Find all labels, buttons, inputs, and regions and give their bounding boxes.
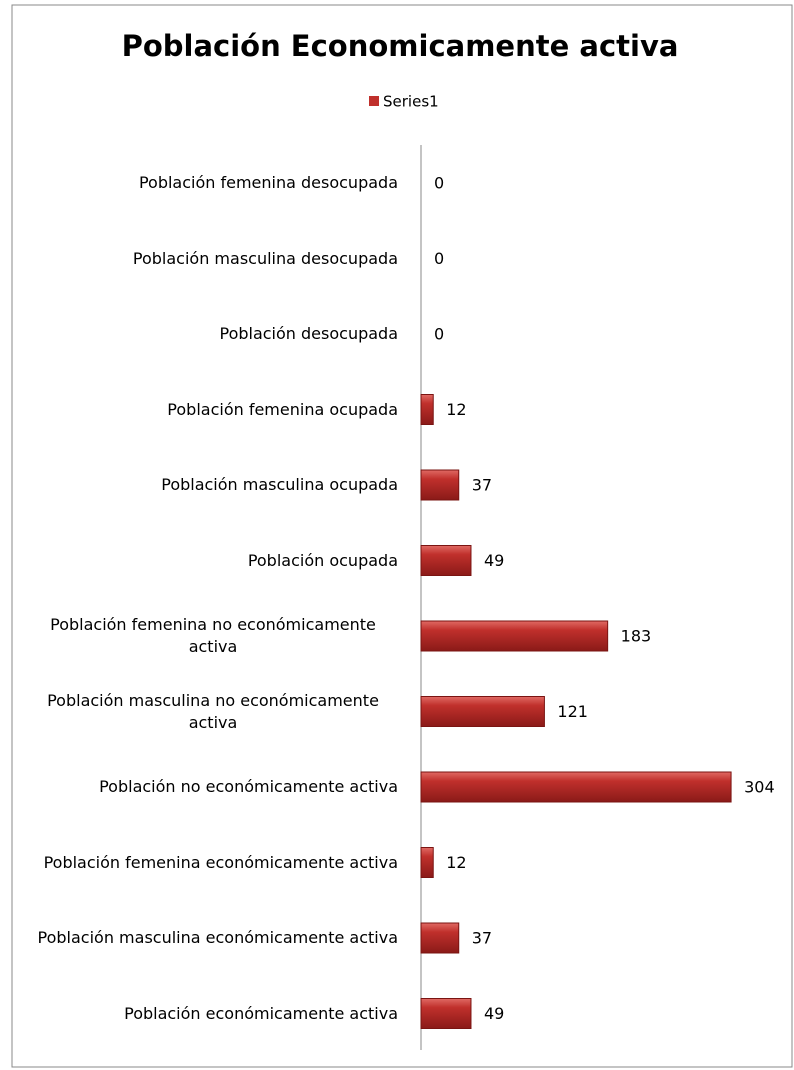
chart-title: Población Economicamente activa [122,29,679,63]
legend-label: Series1 [383,93,439,111]
category-text: Población masculina desocupada [132,248,398,268]
category-label: Población ocupada [28,550,398,572]
category-text: Población desocupada [219,324,398,343]
bar [420,545,472,576]
data-label: 183 [621,627,652,646]
data-label: 0 [434,174,444,193]
legend-swatch [369,96,379,106]
category-label: Población masculina desocupada [28,248,398,270]
data-label: 49 [484,1004,504,1023]
category-label: Población femenina desocupada [28,172,398,194]
category-label: Población no económicamente activa [28,776,398,798]
data-label: 0 [434,249,444,268]
category-label: Población masculina ocupada [28,474,398,496]
category-label: Población femenina no económicamente act… [28,614,398,658]
bar [420,394,434,425]
category-text: Población femenina ocupada [167,399,398,419]
data-label: 37 [472,476,492,495]
category-text: Población masculina ocupada [161,475,398,494]
bar [420,469,460,501]
bar [420,620,609,652]
chart-border [11,4,793,1068]
bar [420,771,732,803]
data-label: 121 [557,702,588,721]
category-text: Población femenina no económicamente act… [50,615,376,656]
category-label: Población femenina ocupada [28,399,398,421]
data-label: 37 [472,929,492,948]
category-label: Población masculina económicamente activ… [28,927,398,949]
bar [420,696,545,727]
category-label: Población económicamente activa [28,1003,398,1025]
category-label: Población desocupada [28,323,398,345]
category-text: Población femenina desocupada [138,173,398,192]
data-label: 0 [434,325,444,344]
category-text: Población ocupada [247,550,398,570]
category-label: Población masculina no económicamente ac… [28,690,398,734]
data-label: 304 [744,778,775,797]
category-text: Población no económicamente activa [99,777,398,796]
bar [420,922,460,954]
category-label: Población femenina económicamente activa [28,852,398,874]
bar [420,847,434,878]
data-label: 49 [484,551,504,570]
data-label: 12 [446,853,466,872]
category-text: Población masculina económicamente activ… [37,928,398,947]
category-text: Población masculina no económicamente ac… [47,690,379,732]
data-label: 12 [446,400,466,419]
category-text: Población femenina económicamente activa [43,852,398,872]
bar [420,998,472,1029]
category-text: Población económicamente activa [124,1003,398,1023]
